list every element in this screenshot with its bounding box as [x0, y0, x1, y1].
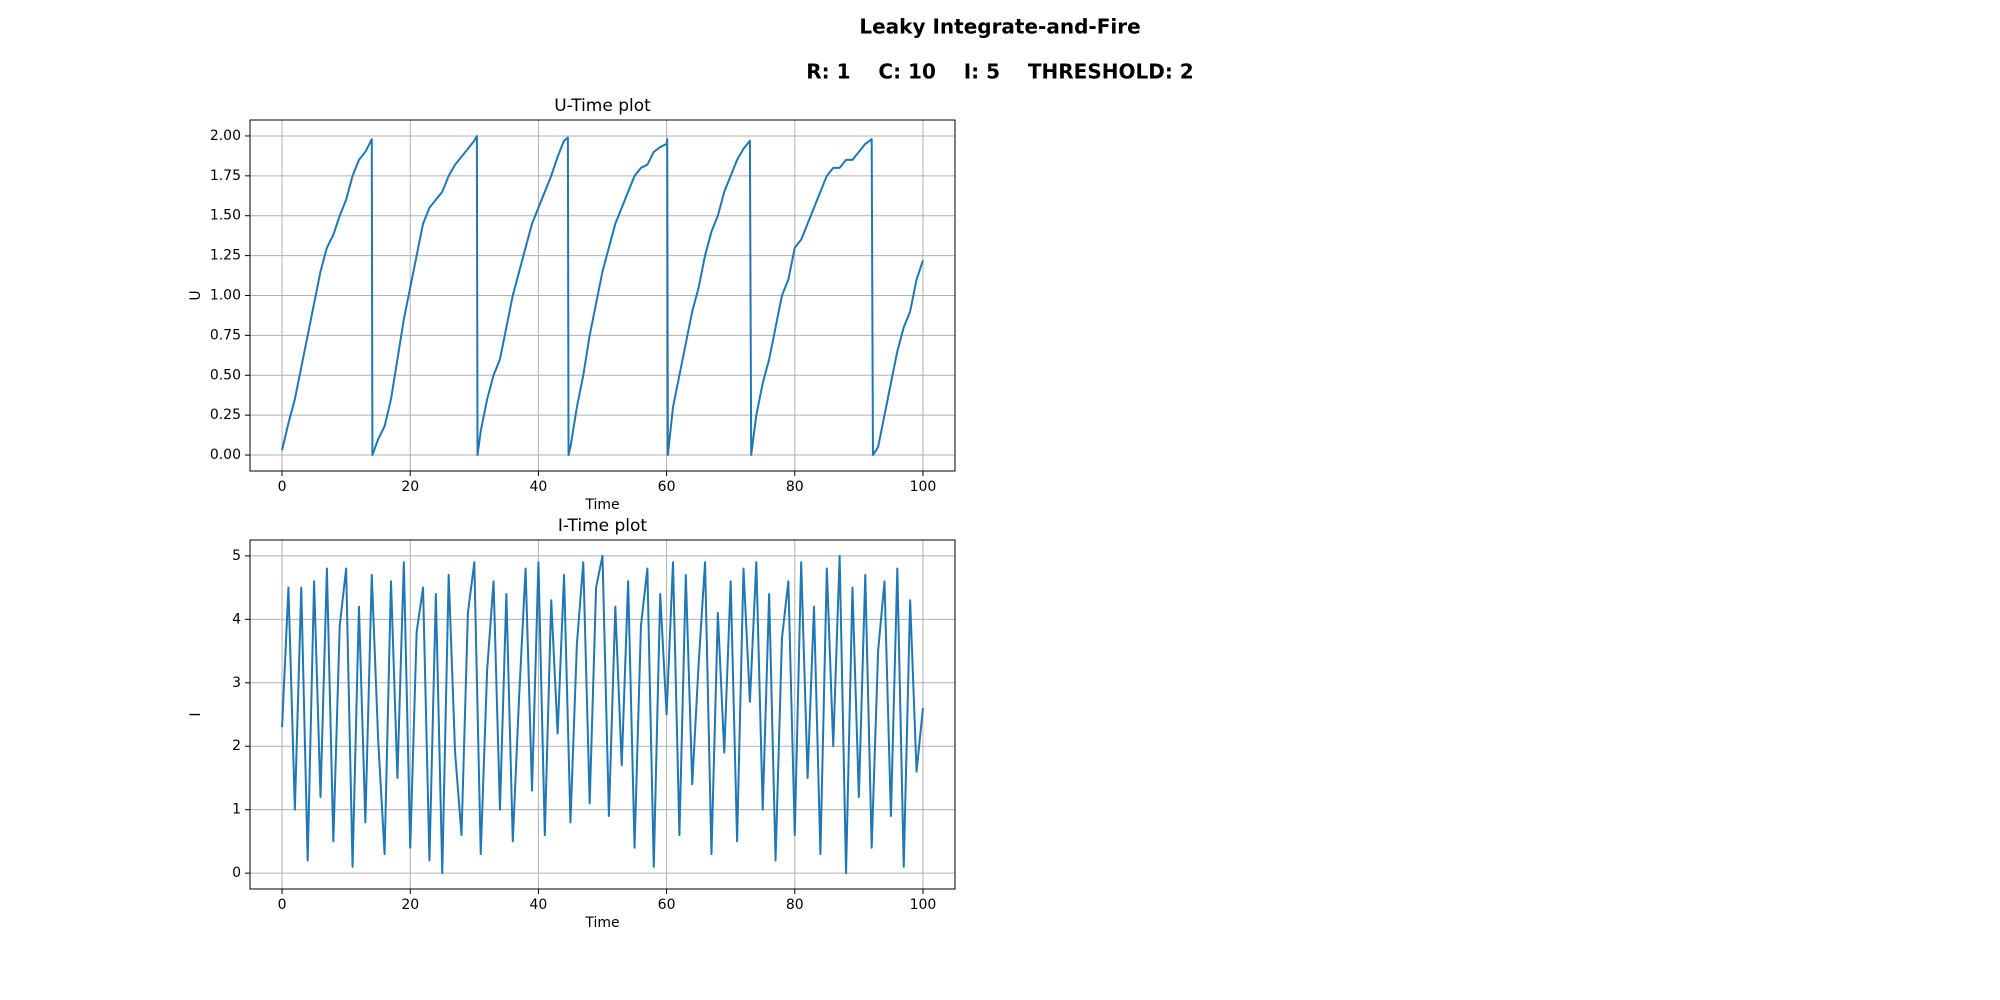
x-tick-label: 20: [401, 897, 419, 913]
x-axis-label: Time: [584, 915, 619, 931]
x-tick-label: 80: [786, 479, 804, 495]
x-tick-label: 60: [658, 897, 676, 913]
data-line: [281, 554, 924, 875]
y-tick-label: 1.50: [210, 208, 241, 224]
y-tick-label: 0.75: [210, 327, 241, 343]
axes-frame: [249, 119, 956, 472]
x-axis-label: Time: [584, 497, 619, 513]
y-tick-label: 0: [232, 865, 241, 881]
x-tick-label: 60: [658, 479, 676, 495]
y-tick-label: 0.00: [210, 447, 241, 463]
axes-frame: [249, 539, 956, 890]
x-tick-label: 40: [529, 479, 547, 495]
y-tick-label: 1.75: [210, 168, 241, 184]
x-tick-label: 100: [910, 479, 937, 495]
axes-title: U-Time plot: [554, 96, 651, 116]
y-tick-label: 0.25: [210, 407, 241, 423]
x-tick-label: 100: [910, 897, 937, 913]
y-tick-label: 1: [232, 802, 241, 818]
data-line: [281, 134, 924, 457]
y-axis-label: U: [188, 290, 204, 300]
y-tick-label: 3: [232, 675, 241, 691]
y-tick-label: 1.25: [210, 248, 241, 264]
x-tick-label: 20: [401, 479, 419, 495]
x-tick-label: 40: [529, 897, 547, 913]
axes-title: I-Time plot: [558, 516, 648, 536]
y-tick-label: 2: [232, 738, 241, 754]
y-tick-label: 5: [232, 548, 241, 564]
y-axis-label: I: [188, 712, 204, 716]
y-tick-label: 1.00: [210, 288, 241, 304]
y-tick-label: 0.50: [210, 367, 241, 383]
y-tick-label: 4: [232, 611, 241, 627]
x-tick-label: 0: [278, 479, 287, 495]
figure-subtitle: R: 1 C: 10 I: 5 THRESHOLD: 2: [806, 60, 1193, 84]
y-tick-label: 2.00: [210, 128, 241, 144]
x-tick-label: 80: [786, 897, 804, 913]
x-tick-label: 0: [278, 897, 287, 913]
figure-title: Leaky Integrate-and-Fire: [859, 15, 1140, 39]
